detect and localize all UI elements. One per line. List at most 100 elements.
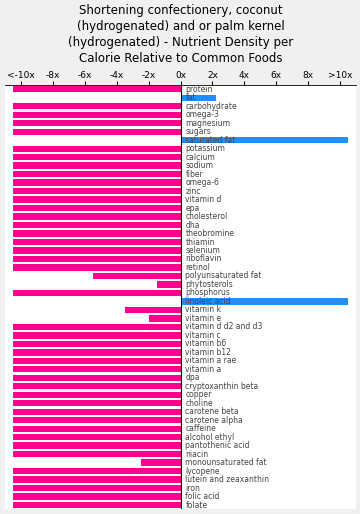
Bar — [149, 315, 181, 322]
Text: saturated fat: saturated fat — [185, 136, 236, 145]
Bar — [13, 222, 181, 228]
Text: dha: dha — [185, 221, 200, 230]
Text: monounsaturated fat: monounsaturated fat — [185, 458, 267, 467]
Bar — [13, 239, 181, 245]
Bar — [13, 264, 181, 271]
Text: vitamin c: vitamin c — [185, 331, 221, 340]
Text: lycopene: lycopene — [185, 467, 220, 475]
Bar — [125, 307, 181, 313]
Bar — [13, 434, 181, 440]
Bar — [13, 400, 181, 407]
Bar — [141, 460, 181, 466]
Bar — [13, 290, 181, 296]
Bar — [13, 324, 181, 330]
Text: vitamin a rae: vitamin a rae — [185, 356, 237, 365]
Text: choline: choline — [185, 399, 213, 408]
Text: folic acid: folic acid — [185, 492, 220, 501]
Bar — [13, 468, 181, 474]
Text: carotene alpha: carotene alpha — [185, 416, 243, 425]
Bar — [13, 103, 181, 109]
Text: linoleic acid: linoleic acid — [185, 297, 231, 306]
Text: epa: epa — [185, 204, 200, 213]
Text: vitamin d: vitamin d — [185, 195, 222, 204]
Bar — [181, 137, 348, 143]
Text: omega-3: omega-3 — [185, 110, 219, 119]
Bar — [13, 443, 181, 449]
Bar — [13, 358, 181, 364]
Bar — [13, 409, 181, 415]
Text: fiber: fiber — [185, 170, 203, 179]
Text: phosphorus: phosphorus — [185, 288, 230, 298]
Text: vitamin a: vitamin a — [185, 365, 222, 374]
Bar — [13, 417, 181, 424]
Bar — [157, 281, 181, 288]
Text: carotene beta: carotene beta — [185, 407, 239, 416]
Bar — [13, 426, 181, 432]
Text: vitamin b6: vitamin b6 — [185, 339, 227, 348]
Bar — [181, 95, 216, 101]
Text: vitamin k: vitamin k — [185, 305, 221, 315]
Text: carbohydrate: carbohydrate — [185, 102, 237, 111]
Text: magnesium: magnesium — [185, 119, 230, 128]
Bar — [13, 502, 181, 508]
Text: pantothenic acid: pantothenic acid — [185, 441, 250, 450]
Bar — [13, 196, 181, 203]
Bar — [13, 476, 181, 483]
Bar — [13, 213, 181, 220]
Text: lutein and zeaxanthin: lutein and zeaxanthin — [185, 475, 269, 484]
Bar — [13, 485, 181, 491]
Text: selenium: selenium — [185, 246, 220, 255]
Text: theobromine: theobromine — [185, 229, 234, 238]
Bar — [93, 273, 181, 279]
Bar — [13, 493, 181, 500]
Bar — [13, 179, 181, 186]
Title: Shortening confectionery, coconut
(hydrogenated) and or palm kernel
(hydrogenate: Shortening confectionery, coconut (hydro… — [68, 4, 293, 65]
Bar — [13, 256, 181, 262]
Text: dpa: dpa — [185, 373, 200, 382]
Bar — [13, 392, 181, 398]
Text: thiamin: thiamin — [185, 237, 215, 247]
Bar — [13, 171, 181, 177]
Bar — [13, 112, 181, 118]
Text: alcohol ethyl: alcohol ethyl — [185, 433, 235, 442]
Text: fat: fat — [185, 93, 196, 102]
Text: calcium: calcium — [185, 153, 215, 162]
Text: vitamin e: vitamin e — [185, 314, 221, 323]
Text: zinc: zinc — [185, 187, 201, 196]
Text: copper: copper — [185, 390, 212, 399]
Text: niacin: niacin — [185, 450, 208, 458]
Bar — [13, 128, 181, 135]
Text: phytosterols: phytosterols — [185, 280, 233, 289]
Bar — [13, 120, 181, 126]
Text: iron: iron — [185, 484, 200, 492]
Text: sodium: sodium — [185, 161, 213, 170]
Text: polyunsaturated fat: polyunsaturated fat — [185, 271, 262, 281]
Bar — [13, 341, 181, 347]
Bar — [13, 375, 181, 381]
Bar — [13, 247, 181, 254]
Text: protein: protein — [185, 85, 213, 94]
Text: potassium: potassium — [185, 144, 225, 153]
Text: riboflavin: riboflavin — [185, 254, 222, 264]
Bar — [13, 188, 181, 194]
Bar — [13, 86, 181, 93]
Bar — [13, 332, 181, 339]
Text: omega-6: omega-6 — [185, 178, 219, 187]
Text: cryptoxanthin beta: cryptoxanthin beta — [185, 382, 258, 391]
Text: caffeine: caffeine — [185, 424, 216, 433]
Text: vitamin b12: vitamin b12 — [185, 348, 231, 357]
Bar — [13, 205, 181, 211]
Bar — [13, 145, 181, 152]
Text: folate: folate — [185, 501, 207, 509]
Bar — [13, 349, 181, 356]
Text: cholesterol: cholesterol — [185, 212, 228, 221]
Bar — [13, 383, 181, 390]
Bar — [13, 230, 181, 237]
Text: retinol: retinol — [185, 263, 210, 272]
Text: vitamin d d2 and d3: vitamin d d2 and d3 — [185, 322, 263, 332]
Bar — [13, 162, 181, 169]
Bar — [181, 298, 348, 305]
Bar — [13, 154, 181, 160]
Bar — [13, 451, 181, 457]
Bar — [13, 366, 181, 373]
